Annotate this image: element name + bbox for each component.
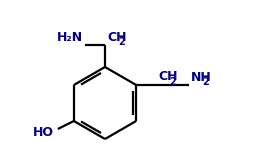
Text: 2: 2 [202,77,209,87]
Text: CH: CH [158,70,178,83]
Text: NH: NH [191,71,212,84]
Text: H₂N: H₂N [57,31,83,44]
Text: CH: CH [107,31,127,44]
Text: 2: 2 [169,77,176,87]
Text: HO: HO [33,126,54,139]
Text: 2: 2 [118,37,125,47]
